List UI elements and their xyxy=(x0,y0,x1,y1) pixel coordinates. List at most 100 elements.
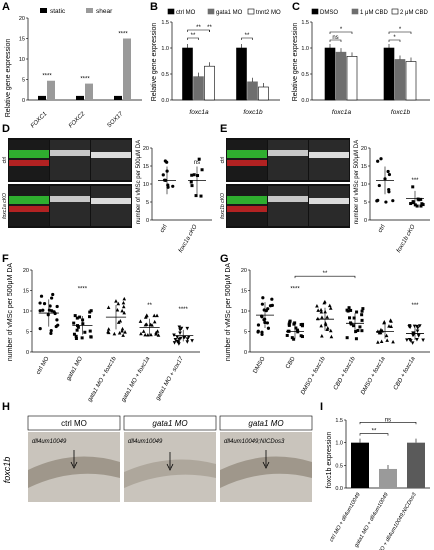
panel-b-bar-1-0 xyxy=(236,47,247,101)
panel-g-point-4-3 xyxy=(379,339,384,344)
panel-e-point-1-1 xyxy=(415,204,419,208)
panel-f-point-0-14 xyxy=(41,308,45,312)
panel-g-xtick-label-1: CBD xyxy=(285,355,297,370)
panel-e-ytick-label-0: 0 xyxy=(364,218,367,224)
panel-i-bar-2 xyxy=(407,442,425,488)
panel-f-point-4-3 xyxy=(175,335,180,339)
panel-g-point-3-17 xyxy=(360,318,364,322)
panel-i-sig-0: ** xyxy=(372,429,377,435)
panel-d-row-label-ctrl: ctrl xyxy=(2,157,8,164)
panel-g-point-2-18 xyxy=(315,303,319,308)
panel-f-point-2-9 xyxy=(121,333,125,337)
panel-h-image-0: dll4um10049 xyxy=(28,432,120,502)
panel-f-point-4-0 xyxy=(186,335,191,339)
panel-e-ytick-label-1: 5 xyxy=(364,200,367,206)
panel-e-point-1-5 xyxy=(419,204,423,208)
panel-f-point-1-4 xyxy=(73,314,77,318)
panel-g-sig-5: *** xyxy=(411,303,419,309)
panel-f-point-1-7 xyxy=(88,329,92,333)
panel-f-sig-4: **** xyxy=(179,307,189,313)
panel-b-xtick-label-0: foxc1a xyxy=(189,109,209,116)
panel-d-point-1-7 xyxy=(194,194,198,198)
panel-g-point-3-0 xyxy=(348,316,352,320)
panel-b-bracket-2 xyxy=(241,37,253,40)
panel-d-sig-1: ns xyxy=(194,160,200,166)
panel-f-point-1-17 xyxy=(88,315,92,319)
panel-a-xtick-label-2: SOX17 xyxy=(106,111,124,129)
panel-g-ytick-label-4: 20 xyxy=(241,268,247,274)
panel-f-point-2-8 xyxy=(115,308,120,312)
panel-f-point-2-7 xyxy=(123,330,127,334)
panel-g-point-3-3 xyxy=(354,330,358,334)
panel-e-xtick-label-1: foxc1b cKO xyxy=(396,224,417,254)
panel-d-ylabel: number of vMSc per 500μM DA xyxy=(136,140,142,224)
panel-i-bracket-1 xyxy=(359,421,417,425)
panel-e-micrographs xyxy=(226,138,350,228)
panel-f-point-2-6 xyxy=(118,319,123,323)
panel-b-ytick-label-2: 1.0 xyxy=(161,46,169,52)
panel-b-bracket-0 xyxy=(187,37,199,40)
panel-c-legend-swatch-2 xyxy=(391,8,399,15)
panel-g-point-5-15 xyxy=(412,324,417,329)
panel-c-bracket-3 xyxy=(388,31,412,34)
panel-f-point-2-12 xyxy=(117,330,122,335)
panel-f-xtick-label-2: gata1 MO + foxc1b xyxy=(87,355,118,403)
panel-g-point-1-17 xyxy=(290,336,294,340)
panel-g-point-5-10 xyxy=(421,338,425,343)
panel-f-point-4-12 xyxy=(177,342,181,346)
panel-f-point-1-0 xyxy=(75,316,79,320)
panel-f-point-2-16 xyxy=(112,331,117,336)
panel-f-xtick-label-1: gata1 MO xyxy=(66,356,85,382)
panel-d-point-0-0 xyxy=(171,184,175,188)
panel-e-point-1-8 xyxy=(411,185,415,189)
panel-c-bar-1-1 xyxy=(394,59,406,101)
panel-c-legend-label-0: DMSO xyxy=(320,10,338,16)
panel-b-bar-0-0 xyxy=(182,47,193,101)
panel-d-point-1-1 xyxy=(197,157,201,161)
svg-text:dll4um10049: dll4um10049 xyxy=(128,439,163,445)
panel-g-point-0-4 xyxy=(265,321,270,325)
panel-f-xtick-label-4: gata1 MO + sox17 xyxy=(155,355,185,401)
panel-d-xtick-label-1: foxc1a cKO xyxy=(178,224,199,254)
panel-e-point-1-4 xyxy=(417,198,421,202)
panel-g-point-2-12 xyxy=(322,300,327,305)
panel-g-point-2-2 xyxy=(316,308,320,312)
panel-c-bar-1-0 xyxy=(383,47,395,101)
panel-f-point-1-5 xyxy=(72,332,76,336)
panel-f-point-4-16 xyxy=(173,338,178,342)
panel-e-point-1-10 xyxy=(420,202,424,206)
panel-a-legend-label-1: shear xyxy=(96,8,113,15)
panel-g-point-3-9 xyxy=(354,337,358,341)
panel-g-point-3-18 xyxy=(360,329,364,333)
panel-b-legend-label-1: gata1 MO xyxy=(216,10,243,16)
panel-b-sig-3: ** xyxy=(207,25,212,31)
panel-a-sig-1: **** xyxy=(80,77,90,83)
panel-f-point-1-2 xyxy=(74,336,78,340)
panel-f-point-3-9 xyxy=(144,322,149,326)
panel-g-point-2-15 xyxy=(328,306,333,310)
panel-f-point-0-16 xyxy=(38,301,42,305)
panel-d-point-1-8 xyxy=(199,194,203,198)
panel-f-point-0-11 xyxy=(46,313,50,317)
panel-f-xtick-label-0: ctrl MO xyxy=(36,356,51,376)
panel-a-bar-2-1 xyxy=(123,38,131,100)
panel-f-point-1-18 xyxy=(80,336,84,340)
panel-e-point-0-5 xyxy=(387,172,392,177)
panel-c-bracket-1 xyxy=(329,31,353,34)
panel-g-point-5-19 xyxy=(416,334,421,338)
panel-e-ytick-label-3: 15 xyxy=(361,164,367,170)
panel-g-point-5-17 xyxy=(415,324,419,329)
panel-e-point-1-7 xyxy=(411,200,415,204)
panel-g-xtick-label-2: DMSO + foxc1b xyxy=(300,355,327,395)
panel-f-point-1-14 xyxy=(72,321,76,325)
panel-f-point-1-6 xyxy=(78,315,82,319)
panel-f-point-2-11 xyxy=(106,305,111,310)
panel-f-point-3-5 xyxy=(152,313,157,318)
panel-f-point-3-15 xyxy=(155,313,159,318)
panel-g-point-0-18 xyxy=(260,302,264,306)
panel-f-point-3-18 xyxy=(144,314,149,318)
panel-a-ytick-label-0: 0 xyxy=(22,98,25,104)
panel-d-ytick-label-0: 0 xyxy=(146,218,149,224)
